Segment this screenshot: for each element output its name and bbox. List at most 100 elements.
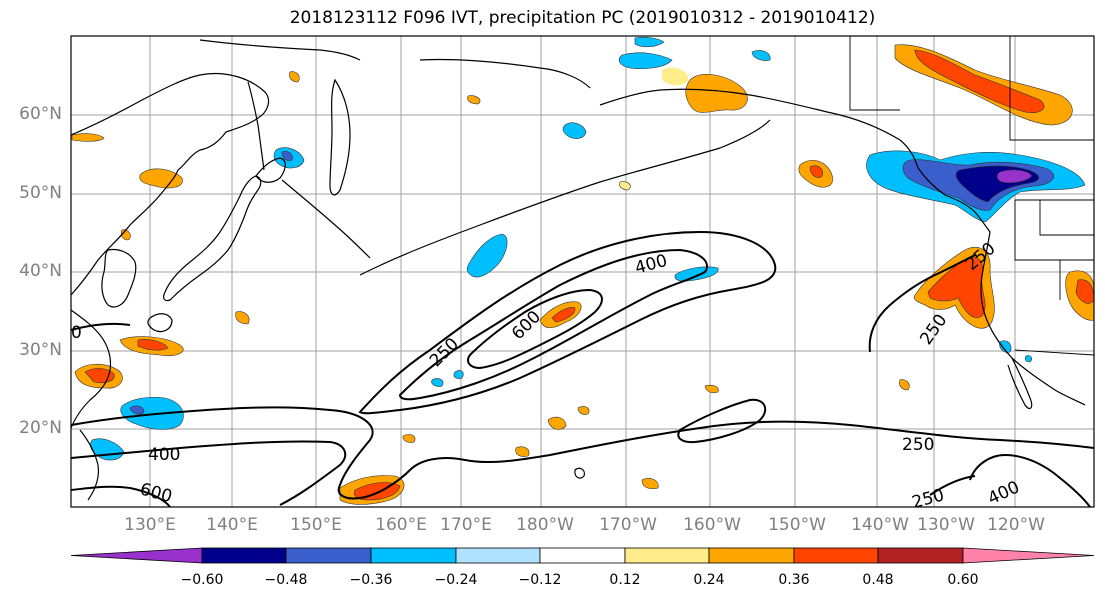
lon-label-150e: 150°E	[290, 515, 342, 535]
colorbar-bin-8	[793, 547, 879, 564]
precip-blob-central-pacific-core	[551, 307, 576, 323]
contour-250-east2	[929, 475, 976, 496]
ivt-contours	[71, 230, 1094, 507]
precip-neg-philippines	[120, 396, 184, 430]
precip-blob-japan-south	[139, 168, 183, 189]
coast-east-asia	[71, 72, 270, 296]
lon-label-160e: 160°E	[375, 515, 427, 535]
precip-neg-mex	[1024, 355, 1032, 363]
coast-philippines	[79, 429, 100, 501]
coast-us-west	[980, 231, 1086, 406]
colorbar-tick-neg048: −0.48	[264, 572, 308, 588]
lat-label-50n: 50°N	[19, 183, 62, 203]
contour-label-250-east: 250	[902, 435, 934, 455]
colorbar-bin-7	[708, 547, 795, 564]
precip-blob-mid-e	[704, 384, 719, 394]
lon-label-170e: 170°E	[440, 515, 492, 535]
contour-600-jet	[467, 288, 603, 370]
gridlines	[71, 36, 1094, 507]
precip-neg-central	[466, 233, 508, 278]
precip-positive	[71, 44, 1094, 505]
lon-label-160w: 160°W	[683, 515, 741, 535]
precip-blob-mid-f	[899, 379, 910, 391]
precip-blob-mid-g	[402, 434, 416, 443]
coast-aleutians	[359, 119, 771, 276]
coast-kurils	[281, 179, 371, 259]
contour-400-south	[71, 440, 347, 506]
precip-blob-mid-d	[515, 446, 530, 457]
colorbar-tick-neg060: −0.60	[180, 572, 224, 588]
map-frame-border	[70, 35, 1095, 508]
border-state-2	[1039, 200, 1094, 236]
coast-chukotka	[419, 58, 591, 89]
precip-neg-kuril-core	[281, 151, 293, 161]
precip-negative	[90, 36, 1086, 461]
colorbar-bin-9	[877, 547, 964, 564]
contour-600-south	[71, 485, 171, 507]
coast-alaska	[599, 88, 919, 169]
colorbar-tick-pos024: 0.24	[693, 572, 725, 588]
colorbar	[70, 547, 1095, 564]
lon-label-140w: 140°W	[851, 515, 909, 535]
lon-label-180w: 180°W	[516, 515, 574, 535]
coast-japan-kyushu	[147, 313, 173, 333]
contour-label-400-south: 400	[148, 445, 180, 465]
colorbar-bin-4	[455, 547, 541, 564]
precip-neg-central-2	[431, 378, 444, 387]
precip-neg-philippines-core	[129, 405, 145, 415]
precip-blob-mid-j	[235, 311, 250, 325]
precip-blob-mid-a	[547, 416, 567, 430]
contour-250-south	[71, 406, 1094, 500]
contour-400-jet	[398, 248, 708, 401]
border-state-1	[1014, 200, 1094, 261]
precip-blob-mid-b	[577, 406, 590, 415]
coast-hawaii	[574, 467, 585, 479]
border-alaska-canada	[849, 36, 900, 111]
coast-japan-hokkaido	[255, 157, 286, 183]
colorbar-bin-0	[70, 547, 203, 564]
precip-blob-mid-c	[641, 478, 659, 490]
coast-bc	[917, 167, 991, 233]
precip-neg-aleut	[618, 52, 673, 70]
contour-250-east	[868, 254, 976, 353]
lat-label-30n: 30°N	[19, 340, 62, 360]
colorbar-tick-neg036: −0.36	[349, 572, 393, 588]
coast-sakhalin	[247, 81, 265, 171]
precip-blob-mid-h	[619, 181, 631, 191]
lon-label-170w: 170°W	[599, 515, 657, 535]
lon-label-130w: 130°W	[917, 515, 975, 535]
border-us-mexico	[1014, 349, 1094, 356]
colorbar-bin-3	[370, 547, 457, 564]
lat-label-20n: 20°N	[19, 418, 62, 438]
contour-label-0-west: 0	[71, 323, 82, 343]
contour-0-west	[71, 322, 131, 331]
lon-label-120w: 120°W	[987, 515, 1045, 535]
precip-blob-mid-i	[289, 71, 300, 83]
lat-label-60n: 60°N	[19, 104, 62, 124]
coast-siberia-north	[199, 39, 361, 61]
border-canada-interior	[1009, 36, 1094, 141]
precip-neg-top	[634, 36, 665, 48]
contour-250-jet	[358, 230, 777, 415]
lat-label-40n: 40°N	[19, 261, 62, 281]
colorbar-tick-neg012: −0.12	[518, 572, 562, 588]
colorbar-tick-pos048: 0.48	[862, 572, 894, 588]
precip-neg-bering	[562, 122, 587, 139]
precip-neg-central-3	[453, 370, 464, 379]
coastlines	[71, 39, 1086, 501]
precip-neg-alaska-e	[751, 50, 771, 61]
coast-korea	[101, 248, 137, 308]
precip-blob-okinawa-core	[137, 339, 169, 351]
colorbar-tick-pos012: 0.12	[609, 572, 641, 588]
colorbar-bin-6	[624, 547, 710, 564]
colorbar-tick-pos036: 0.36	[778, 572, 810, 588]
lon-label-130e: 130°E	[124, 515, 176, 535]
precip-blob-alaska	[685, 74, 748, 113]
coast-china-south	[71, 309, 112, 429]
borders	[849, 36, 1094, 356]
precip-blob-alaska-edge	[662, 67, 689, 86]
precip-neg-baja	[999, 340, 1012, 353]
precip-blob-nw-pacific-core	[809, 165, 823, 178]
contour-label-250-se: 250	[910, 485, 947, 513]
